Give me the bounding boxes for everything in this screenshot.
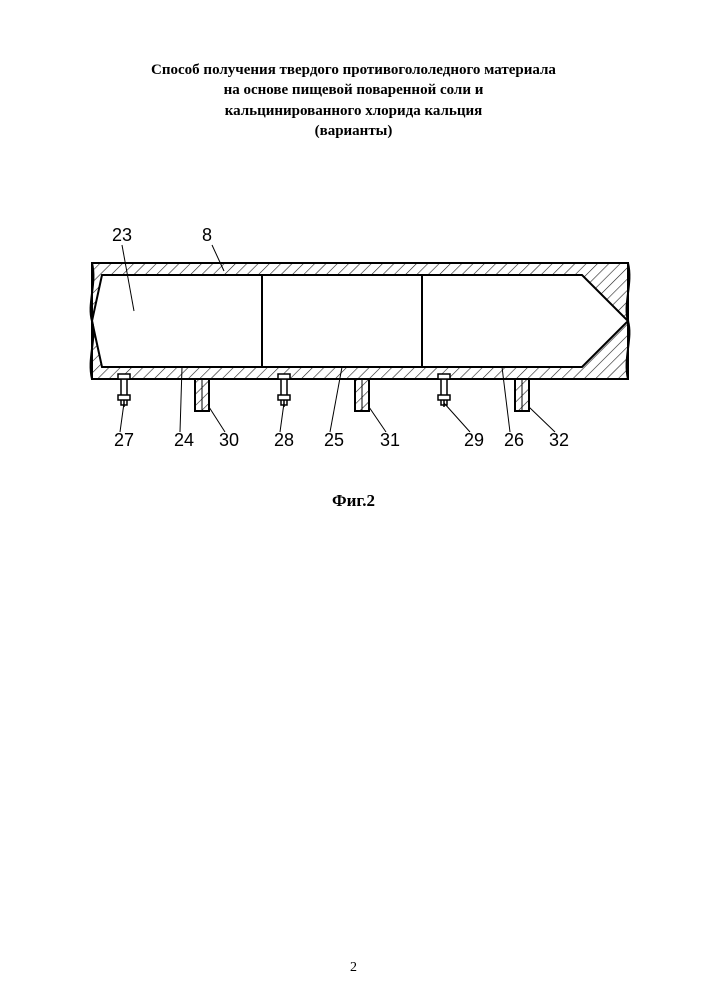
svg-text:8: 8 <box>202 225 212 245</box>
svg-text:29: 29 <box>464 430 484 450</box>
figure-caption: Фиг.2 <box>332 491 375 511</box>
title-line: Способ получения твердого противогололед… <box>151 62 556 78</box>
title-line: на основе пищевой поваренной соли и <box>224 82 484 98</box>
svg-text:32: 32 <box>549 430 569 450</box>
svg-text:26: 26 <box>504 430 524 450</box>
svg-text:25: 25 <box>324 430 344 450</box>
svg-text:31: 31 <box>380 430 400 450</box>
svg-text:28: 28 <box>274 430 294 450</box>
svg-text:24: 24 <box>174 430 194 450</box>
figure-2: 23 8 27 24 30 28 25 31 29 26 32 Фиг.2 <box>70 221 637 511</box>
title-line: (варианты) <box>315 123 393 139</box>
svg-text:27: 27 <box>114 430 134 450</box>
svg-text:30: 30 <box>219 430 239 450</box>
document-title: Способ получения твердого противогололед… <box>94 60 614 141</box>
svg-text:23: 23 <box>112 225 132 245</box>
figure-svg: 23 8 27 24 30 28 25 31 29 26 32 <box>74 221 634 461</box>
title-line: кальцинированного хлорида кальция <box>225 103 483 119</box>
page-number: 2 <box>0 960 707 976</box>
